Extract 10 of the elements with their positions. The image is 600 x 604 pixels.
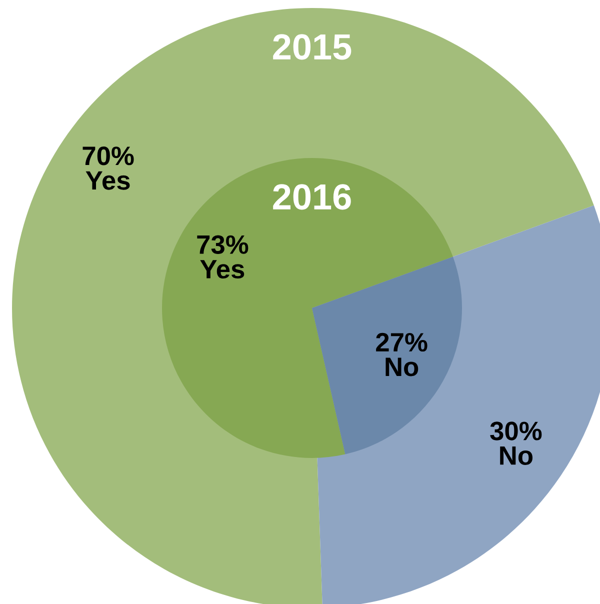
slice-label: Yes [86, 171, 130, 190]
slice-label: 2015 [273, 34, 352, 60]
slice-label: 2016 [273, 184, 351, 210]
data-label: 73% [197, 235, 248, 254]
data-label: 27% [376, 332, 428, 352]
slice-label: No [500, 446, 532, 465]
data-label: 70% [82, 146, 134, 166]
slice-label: Yes [200, 260, 244, 279]
data-label: 30% [490, 422, 542, 440]
slice-label: No [386, 358, 418, 376]
